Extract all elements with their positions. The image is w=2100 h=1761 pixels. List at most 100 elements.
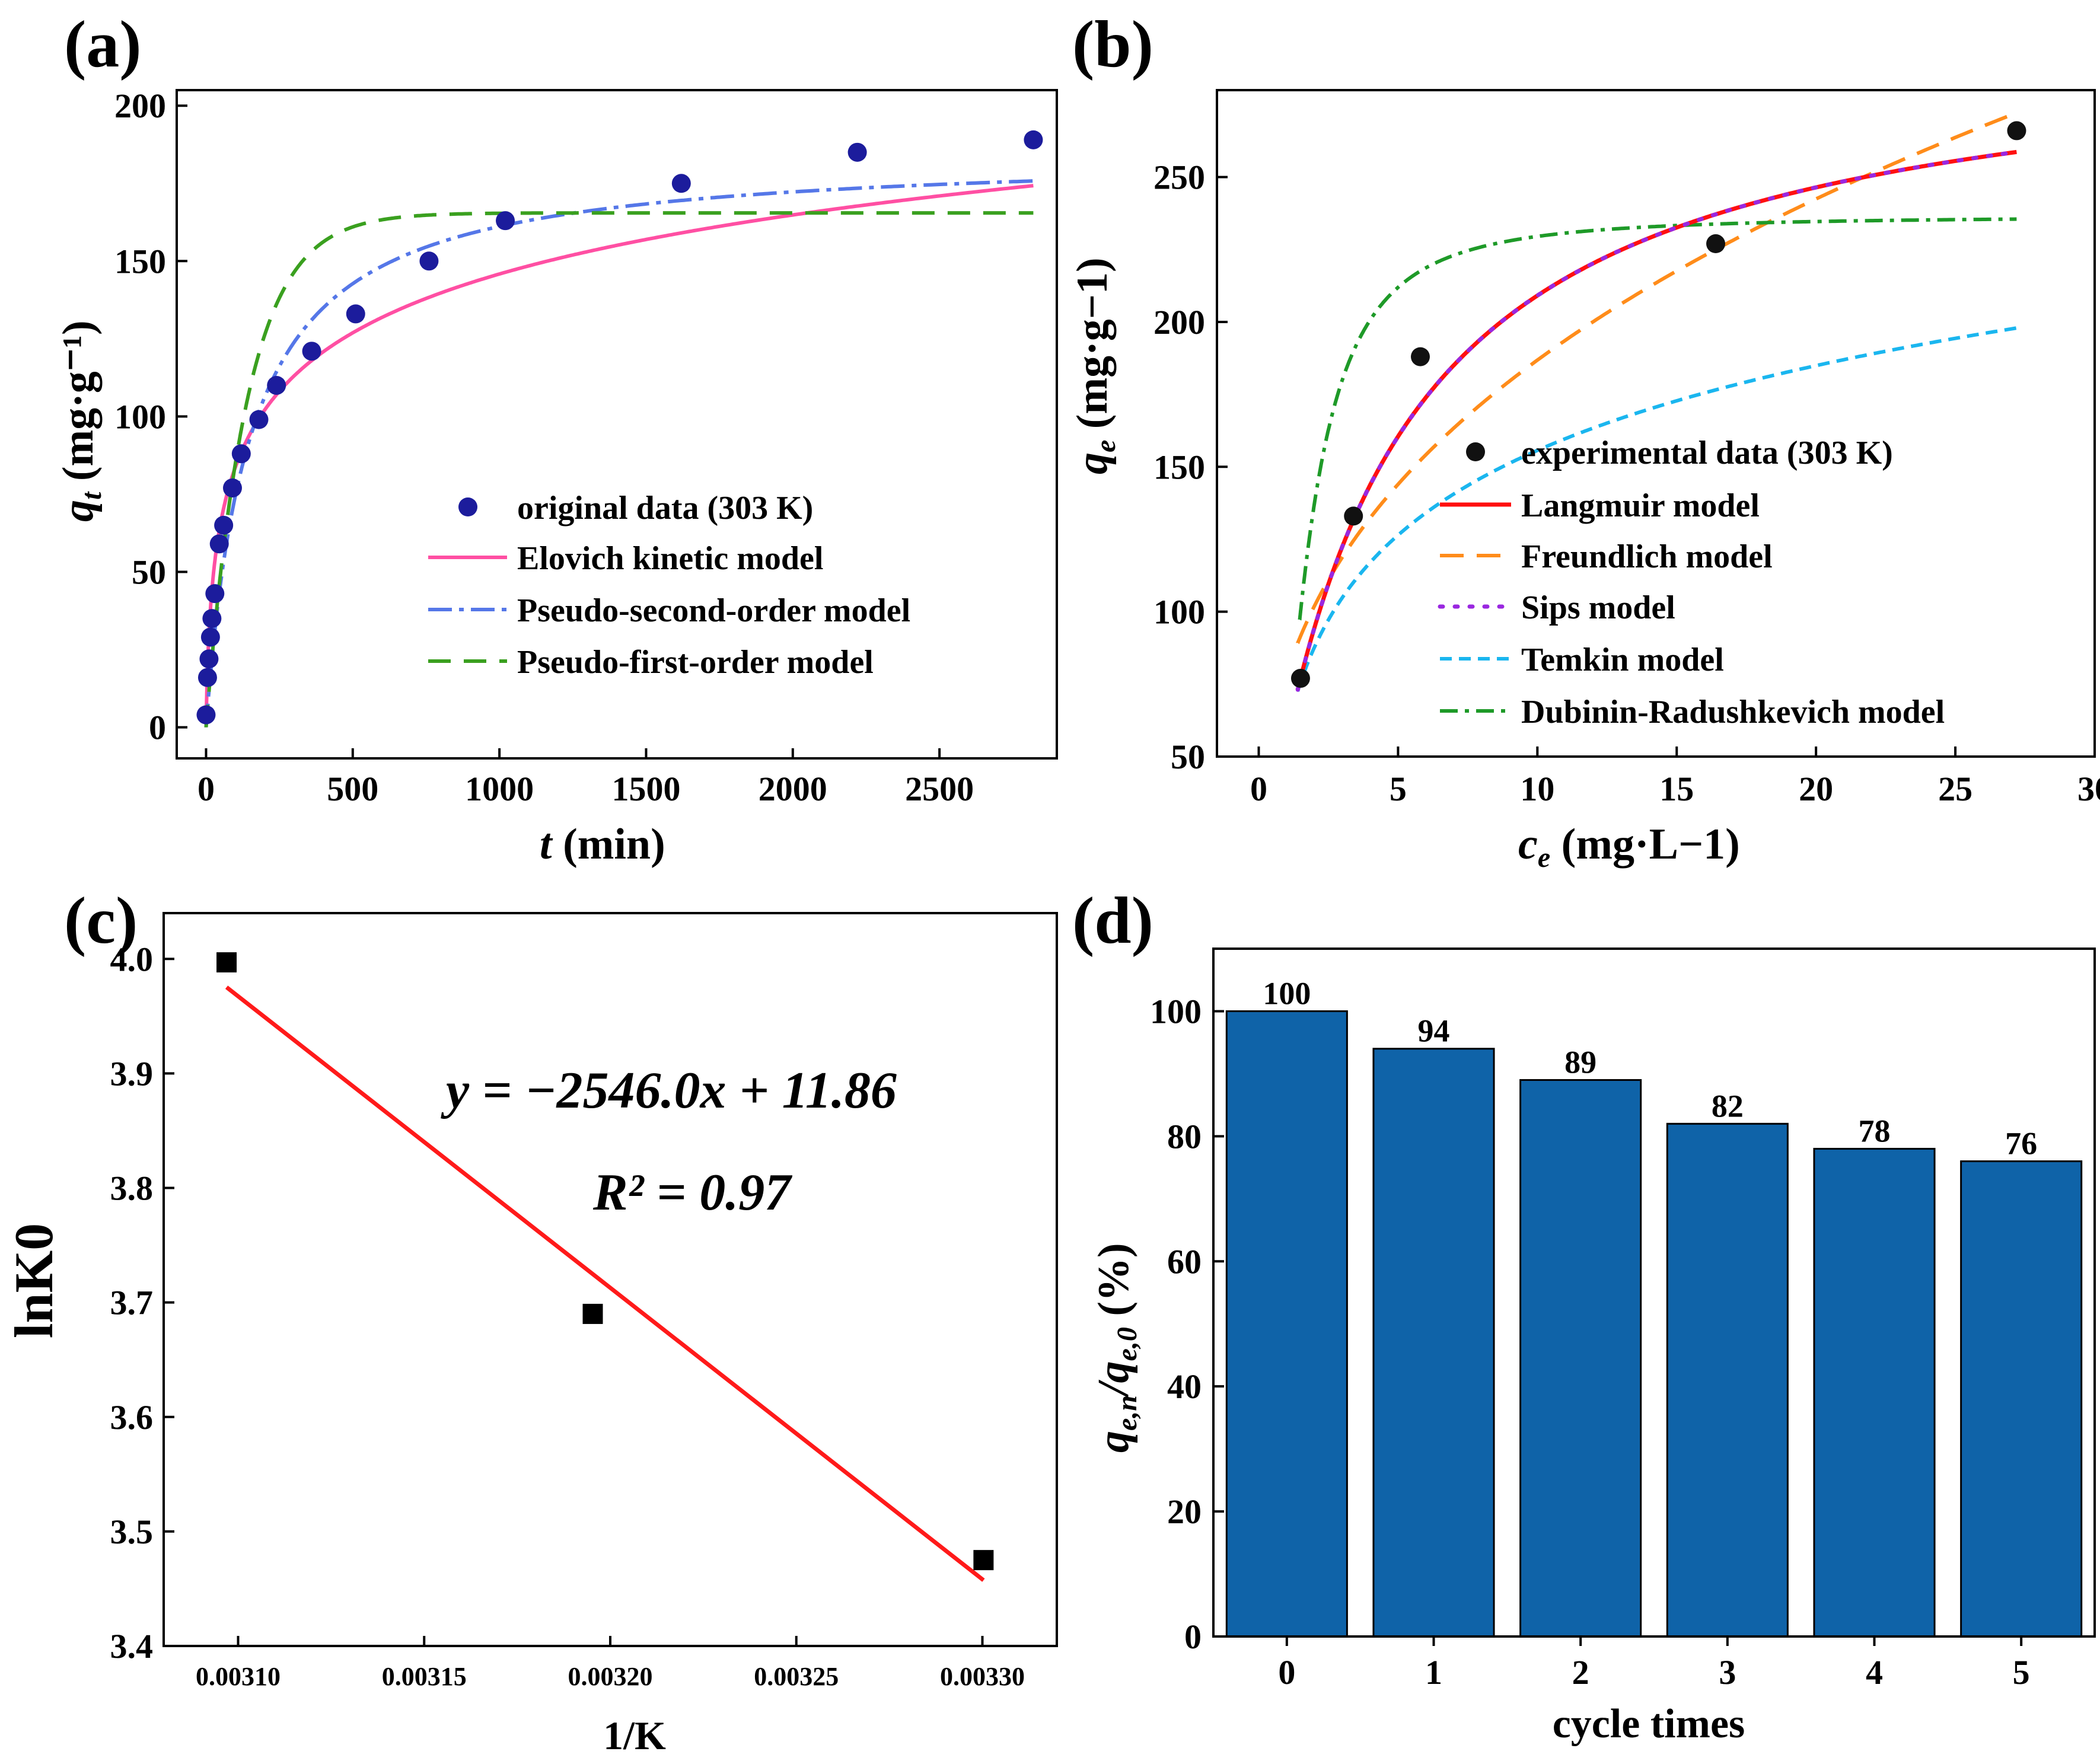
y-tick-label: 3.8 [110, 1169, 154, 1208]
legend-marker-original-data [458, 497, 477, 516]
data-point [209, 534, 229, 554]
data-point [302, 342, 321, 361]
x-tick-label: 0.00320 [568, 1662, 653, 1691]
bar [1372, 1048, 1495, 1638]
y-tick-label: 100 [114, 397, 166, 436]
x-tick-label: 4 [1866, 1653, 1883, 1692]
x-tick-label: 15 [1659, 770, 1694, 808]
data-point [249, 410, 269, 429]
x-tick-label: 0 [197, 770, 215, 808]
panel-b: (b) 0 5 10 15 20 25 30 50 100 150 200 250 ce (mg·L−… [1068, 8, 2100, 873]
y-tick-label: 50 [1171, 738, 1205, 776]
y-tick-label: 3.6 [110, 1398, 154, 1437]
bar [1666, 1122, 1789, 1638]
legend-pso: Pseudo-second-order model [517, 592, 910, 629]
fit-equation: y = −2546.0x + 11.86 [441, 1062, 897, 1119]
y-tick-label: 4.0 [110, 940, 154, 978]
y-tick-label: 150 [1153, 448, 1205, 486]
panel-c-frame [162, 912, 1058, 1647]
y-tick-label: 3.5 [110, 1513, 154, 1551]
data-point [197, 668, 217, 687]
panel-d-frame [1212, 948, 2096, 1638]
panel-a-frame [176, 89, 1058, 760]
panel-b-frame [1216, 89, 2096, 758]
data-point [973, 1550, 994, 1571]
data-point [205, 584, 225, 604]
y-tick-label: 0 [149, 709, 166, 747]
x-tick-label: 1000 [465, 770, 534, 808]
x-tick-label: 0.00325 [754, 1662, 839, 1691]
data-point [1344, 506, 1363, 526]
bar-value-label: 89 [1564, 1044, 1596, 1080]
data-point [202, 609, 222, 629]
bar [1813, 1147, 1936, 1638]
x-tick-label: 25 [1938, 770, 1972, 808]
legend-dr: Dubinin-Radushkevich model [1521, 694, 1945, 730]
bar-value-label: 76 [2005, 1126, 2037, 1162]
panel-b-label: (b) [1072, 8, 1153, 81]
curve-sips [1295, 149, 2019, 692]
x-tick-label: 2 [1572, 1653, 1589, 1692]
y-tick-label: 150 [114, 242, 166, 280]
legend-temkin: Temkin model [1521, 642, 1724, 678]
y-tick-label: 100 [1153, 593, 1205, 631]
panel-b-y-title: qe (mg·g−1) [1068, 257, 1121, 474]
legend-langmuir: Langmuir model [1521, 487, 1760, 524]
y-tick-label: 250 [1153, 158, 1205, 197]
data-point [231, 444, 251, 464]
fit-r-squared: R² = 0.97 [592, 1164, 792, 1221]
data-point [346, 304, 365, 324]
x-tick-label: 3 [1719, 1653, 1736, 1692]
curve-pfo [204, 211, 1034, 728]
y-tick-label: 60 [1167, 1242, 1202, 1281]
bar-value-label: 78 [1859, 1113, 1891, 1149]
y-tick-label: 80 [1167, 1117, 1202, 1156]
x-tick-label: 5 [1390, 770, 1407, 808]
panel-a-x-title: t (min) [540, 820, 665, 869]
data-point [1706, 234, 1726, 254]
data-point [267, 375, 286, 395]
legend-pfo: Pseudo-first-order model [517, 644, 874, 681]
y-tick-label: 200 [114, 87, 166, 125]
data-point [200, 627, 220, 647]
x-tick-label: 30 [2077, 770, 2100, 808]
x-tick-label: 5 [2013, 1653, 2030, 1692]
panel-a: (a) 0 500 1000 1500 2000 2500 0 50 100 150 200 t (… [54, 8, 1058, 869]
x-tick-label: 0.00315 [382, 1662, 467, 1691]
data-point [847, 142, 867, 162]
y-tick-label: 3.4 [110, 1627, 154, 1666]
panel-a-legend: original data (303 K) Elovich kinetic mo… [428, 490, 910, 681]
x-tick-label: 2500 [905, 770, 974, 808]
panel-a-y-title: qt (mg·g⁻¹) [54, 320, 107, 522]
curve-temkin [1296, 326, 2017, 692]
data-point [496, 211, 515, 231]
data-point [2007, 121, 2026, 141]
panel-d-x-title: cycle times [1553, 1701, 1745, 1747]
panel-b-legend: experimental data (303 K) Langmuir model… [1438, 435, 1945, 730]
y-tick-label: 50 [132, 553, 166, 591]
legend-freundlich: Freundlich model [1521, 538, 1773, 575]
panel-d: (d) 100 94 89 82 78 76 0 1 2 3 4 5 0 20 40 60 80 100 cyc… [1072, 884, 2096, 1747]
legend-marker-experimental-data [1466, 442, 1485, 461]
data-point [582, 1303, 603, 1324]
curve-freundlich [1296, 111, 2018, 645]
y-tick-label: 3.9 [110, 1054, 154, 1093]
panel-a-label: (a) [64, 8, 142, 81]
data-point [214, 515, 234, 535]
x-tick-label: 1 [1425, 1653, 1442, 1692]
panel-b-x-title: ce (mg·L−1) [1518, 820, 1740, 873]
fit-line [225, 985, 985, 1582]
data-point [216, 952, 237, 973]
data-point [1024, 130, 1043, 149]
panel-c-y-title: lnK0 [4, 1223, 64, 1338]
panel-d-y-title: qe,n/qe,0 (%) [1089, 1243, 1143, 1453]
legend-sips: Sips model [1521, 589, 1675, 626]
panel-c-label: (c) [64, 884, 138, 958]
x-tick-label: 10 [1520, 770, 1554, 808]
x-tick-label: 0.00330 [940, 1662, 1025, 1691]
bar-value-label: 100 [1263, 975, 1311, 1011]
x-tick-label: 1500 [611, 770, 680, 808]
x-tick-label: 20 [1799, 770, 1833, 808]
